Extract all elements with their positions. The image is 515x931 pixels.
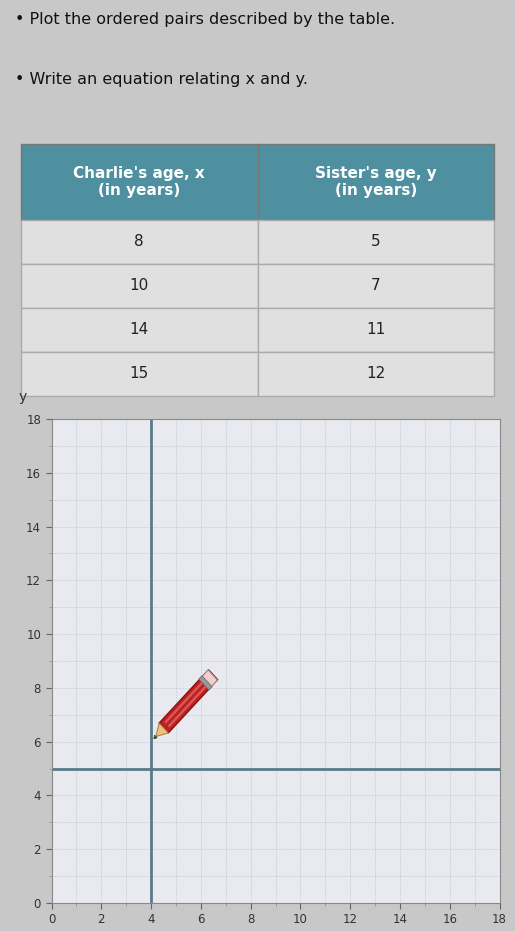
Polygon shape: [168, 679, 213, 727]
Polygon shape: [159, 669, 218, 733]
Polygon shape: [156, 723, 168, 736]
Polygon shape: [199, 676, 212, 690]
Text: y: y: [19, 390, 27, 404]
Text: • Write an equation relating x and y.: • Write an equation relating x and y.: [15, 72, 308, 87]
Polygon shape: [154, 735, 157, 739]
X-axis label: x: x: [271, 928, 280, 931]
Polygon shape: [164, 675, 209, 723]
Polygon shape: [201, 670, 217, 687]
Text: • Plot the ordered pairs described by the table.: • Plot the ordered pairs described by th…: [15, 12, 396, 27]
